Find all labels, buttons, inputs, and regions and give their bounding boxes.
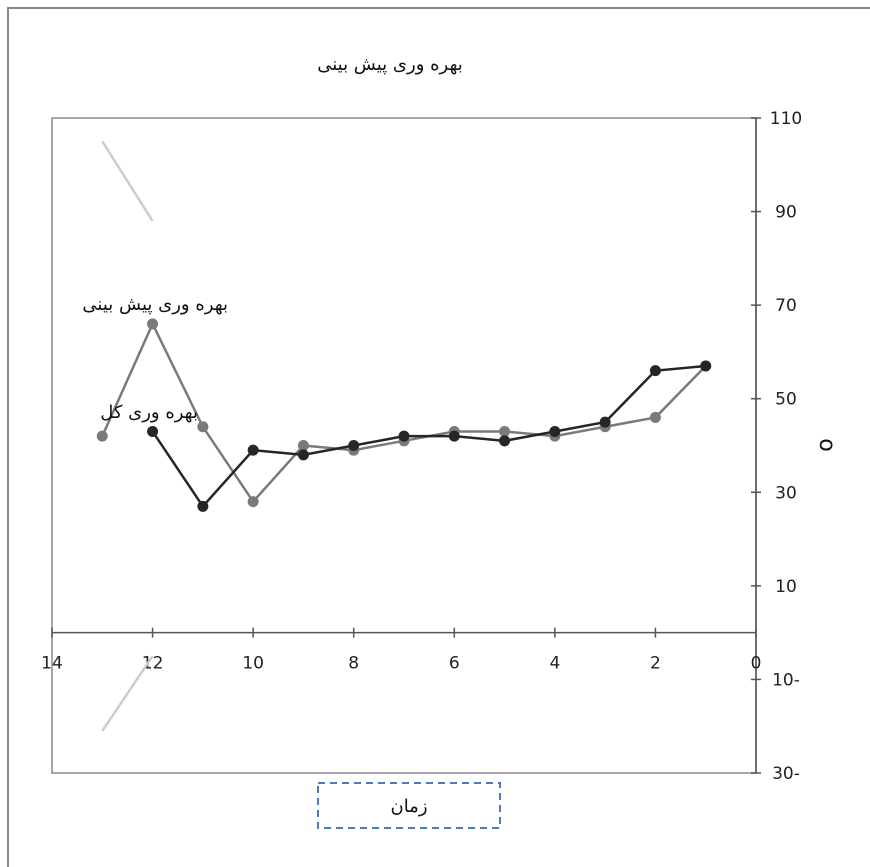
axes: 14 12 10 8 6 4 2 0 110 90 70 50 30 10 10- 30- xyxy=(41,109,802,784)
trend-line xyxy=(101,655,154,732)
data-point xyxy=(398,430,410,442)
data-point xyxy=(297,449,309,461)
data-point xyxy=(247,444,259,456)
data-point xyxy=(700,360,712,372)
y-tick-label: 30- xyxy=(772,764,800,784)
data-point xyxy=(649,411,661,423)
x-tick-label: 14 xyxy=(41,654,63,674)
data-point xyxy=(649,365,661,377)
data-point xyxy=(96,430,108,442)
y-axis-label: ο xyxy=(813,438,838,451)
data-point xyxy=(247,496,259,508)
x-tick-label: 4 xyxy=(549,654,560,674)
y-tick-label: 50 xyxy=(775,390,797,410)
x-tick-label: 10 xyxy=(242,654,264,674)
series-group xyxy=(96,318,712,512)
series-line xyxy=(151,364,706,509)
data-point xyxy=(448,430,460,442)
data-point xyxy=(147,318,159,330)
series-1 xyxy=(147,360,712,512)
data-point xyxy=(499,435,511,447)
x-tick-label: 2 xyxy=(650,654,661,674)
y-tick-label: 70 xyxy=(775,296,797,316)
x-tick-label: 6 xyxy=(449,654,460,674)
data-point xyxy=(297,440,309,451)
trend-line xyxy=(101,140,154,222)
trend-lines xyxy=(101,140,154,732)
x-axis-label-box xyxy=(317,782,501,829)
series-label-forecast: بهره وری پیش بینی xyxy=(82,294,228,315)
series-label-total: بهره وری کل xyxy=(100,402,198,423)
data-point xyxy=(147,425,159,437)
data-point xyxy=(599,416,611,428)
data-point xyxy=(348,440,360,451)
y-tick-label: 30 xyxy=(775,483,797,503)
y-tick-label: 10 xyxy=(775,577,797,597)
data-point xyxy=(499,425,511,437)
y-tick-label: 90 xyxy=(775,203,797,223)
x-tick-label: 0 xyxy=(751,654,762,674)
chart-title: بهره وری پیش بینی xyxy=(317,54,463,75)
data-point xyxy=(197,500,209,512)
x-tick-label: 12 xyxy=(142,654,164,674)
chart-frame xyxy=(7,7,870,867)
data-point xyxy=(197,421,209,433)
x-axis-label: زمان xyxy=(390,796,427,817)
data-point xyxy=(549,425,561,437)
y-tick-label: 10- xyxy=(772,670,800,690)
y-tick-label: 110 xyxy=(770,109,802,129)
x-tick-label: 8 xyxy=(348,654,359,674)
